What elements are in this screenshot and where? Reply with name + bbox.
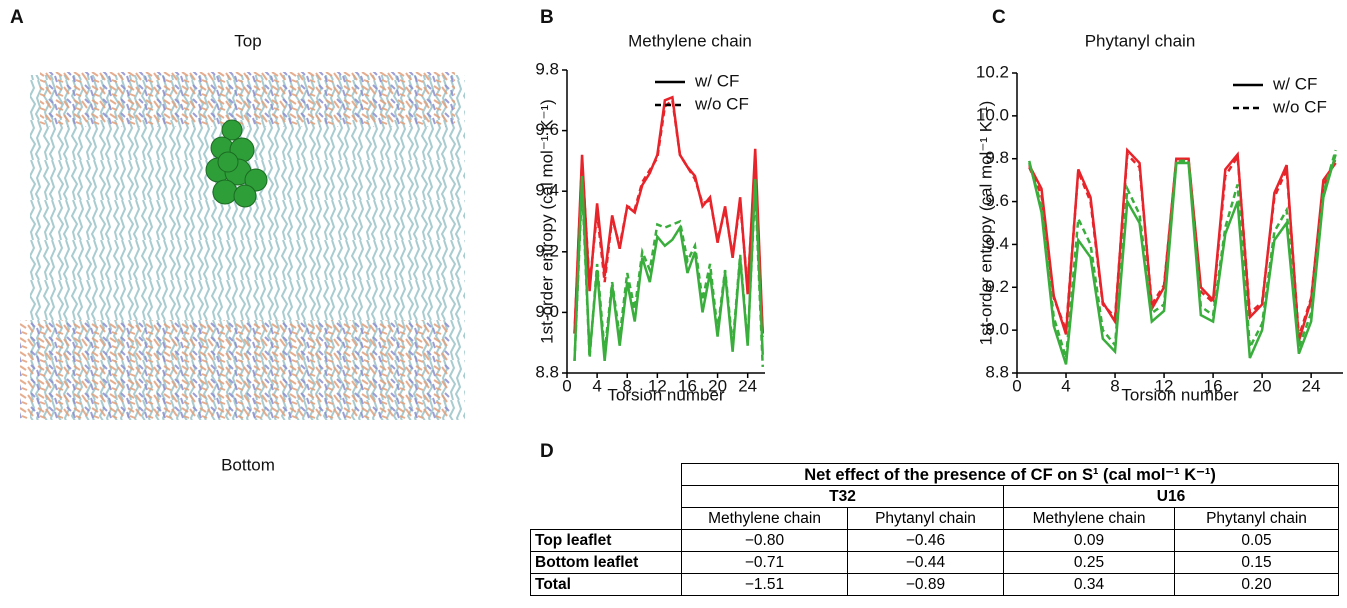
table-row: Top leaflet −0.80 −0.46 0.09 0.05: [530, 529, 1339, 552]
y-tick-label: 8.8: [985, 362, 1009, 381]
row-label: Bottom leaflet: [530, 551, 682, 574]
panel-label: B: [540, 7, 554, 28]
table-cell: −0.46: [847, 529, 1004, 552]
x-tick-label: 16: [678, 376, 697, 395]
y-tick-label: 9.6: [985, 191, 1009, 210]
table-row: Bottom leaflet −0.71 −0.44 0.25 0.15: [530, 551, 1339, 574]
table-row: Total −1.51 −0.89 0.34 0.20: [530, 573, 1339, 596]
table-cell: 0.09: [1003, 529, 1175, 552]
chart-title: Phytanyl chain: [1085, 31, 1196, 50]
x-tick-label: 24: [738, 376, 757, 395]
x-tick-label: 8: [622, 376, 631, 395]
row-label: Top leaflet: [530, 529, 682, 552]
panel-label: C: [992, 7, 1006, 28]
entropy-table: Net effect of the presence of CF on S¹ (…: [530, 463, 1339, 596]
x-tick-label: 16: [1204, 376, 1223, 395]
y-tick-label: 9.2: [535, 241, 559, 260]
group-header: T32: [681, 485, 1004, 508]
x-axis-label: Torsion number: [1121, 385, 1239, 404]
series-line: [573, 95, 764, 334]
legend-label: w/ CF: [694, 71, 739, 90]
bottom-headgroups: [20, 320, 450, 420]
y-tick-label: 9.2: [985, 277, 1009, 296]
top-headgroups: [40, 72, 455, 127]
table-cell: −0.44: [847, 551, 1004, 574]
x-tick-label: 12: [1155, 376, 1174, 395]
table-cell: −1.51: [681, 573, 848, 596]
table-cell: −0.71: [681, 551, 848, 574]
chart-title: Methylene chain: [628, 31, 752, 50]
y-tick-label: 9.0: [535, 302, 559, 321]
series-line: [573, 97, 764, 337]
x-tick-label: 20: [1253, 376, 1272, 395]
column-header: Methylene chain: [1003, 507, 1175, 530]
panel-label: A: [10, 7, 24, 28]
bottom-label: Bottom: [221, 455, 275, 474]
legend-label: w/o CF: [694, 94, 749, 113]
y-tick-label: 9.0: [985, 320, 1009, 339]
y-tick-label: 8.8: [535, 362, 559, 381]
series-line: [1028, 154, 1337, 365]
membrane-render: [20, 72, 465, 420]
x-axis-label: Torsion number: [607, 385, 725, 404]
y-tick-label: 10.2: [976, 62, 1009, 81]
column-header: Methylene chain: [681, 507, 848, 530]
y-tick-label: 10.0: [976, 105, 1009, 124]
table-cell: 0.15: [1174, 551, 1339, 574]
row-label: Total: [530, 573, 682, 596]
series-line: [573, 185, 764, 367]
table-cell: 0.05: [1174, 529, 1339, 552]
series-line: [1028, 149, 1337, 359]
x-tick-label: 24: [1302, 376, 1321, 395]
table-cell: 0.25: [1003, 551, 1175, 574]
y-axis-label: 1st-order entropy (cal mol⁻¹ K⁻¹): [537, 99, 556, 344]
table-title: Net effect of the presence of CF on S¹ (…: [681, 463, 1339, 486]
x-tick-label: 4: [592, 376, 601, 395]
cf-molecule: [205, 119, 268, 208]
y-axis-label: 1st-order entropy (cal mol⁻¹ K⁻¹): [976, 101, 995, 346]
table-cell: 0.20: [1174, 573, 1339, 596]
x-tick-label: 0: [1012, 376, 1021, 395]
x-tick-label: 8: [1110, 376, 1119, 395]
column-header: Phytanyl chain: [1174, 507, 1339, 530]
y-tick-label: 9.4: [535, 181, 559, 200]
group-header: U16: [1003, 485, 1339, 508]
x-tick-label: 12: [648, 376, 667, 395]
y-tick-label: 9.8: [535, 59, 559, 78]
top-label: Top: [234, 31, 261, 50]
legend-label: w/o CF: [1272, 97, 1327, 116]
x-tick-label: 4: [1061, 376, 1070, 395]
x-tick-label: 0: [562, 376, 571, 395]
column-header: Phytanyl chain: [847, 507, 1004, 530]
y-tick-label: 9.4: [985, 234, 1009, 253]
x-tick-label: 20: [708, 376, 727, 395]
y-tick-label: 9.8: [985, 148, 1009, 167]
legend-label: w/ CF: [1272, 74, 1317, 93]
table-cell: −0.89: [847, 573, 1004, 596]
y-tick-label: 9.6: [535, 120, 559, 139]
table-cell: −0.80: [681, 529, 848, 552]
panel-label: D: [540, 441, 554, 462]
table-cell: 0.34: [1003, 573, 1175, 596]
